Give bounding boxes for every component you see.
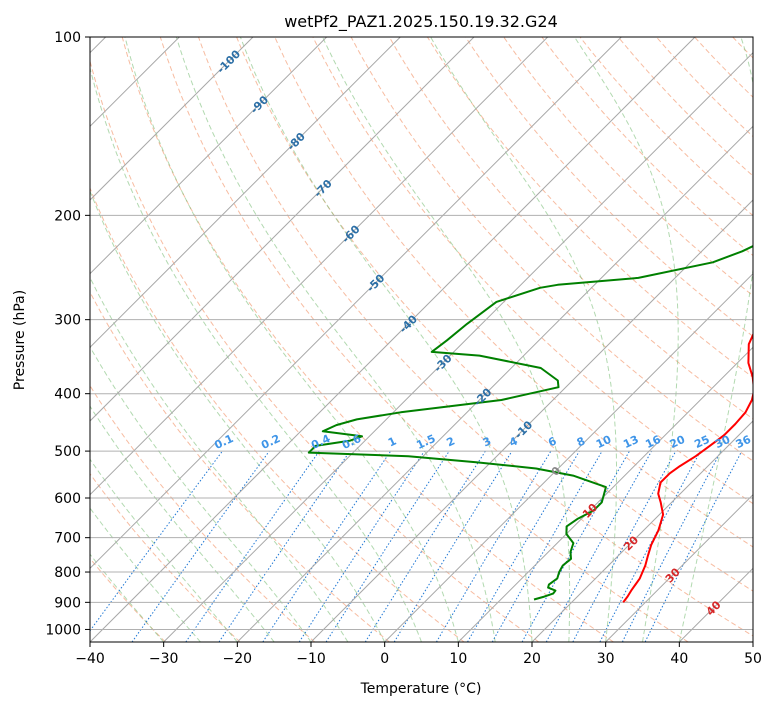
x-tick-label: −40 (75, 651, 105, 667)
dry-adiabat (90, 384, 316, 642)
mixing-ratio-line (599, 450, 701, 642)
moist-adiabat (90, 405, 275, 642)
mixing-ratio-line (298, 450, 425, 642)
mixing-ratio-label: 13 (621, 433, 640, 451)
mixing-ratio-line (621, 450, 722, 642)
dry-adiabat (159, 37, 689, 642)
moist-adiabat (678, 37, 753, 642)
temperature-line (622, 332, 753, 603)
isotherm (90, 37, 549, 496)
mixing-ratio-line (131, 450, 270, 642)
moist-adiabat (322, 37, 571, 642)
isotherm (90, 37, 696, 642)
mixing-ratio-line (393, 450, 513, 642)
dry-adiabat (90, 186, 465, 642)
x-tick-label: 20 (523, 651, 541, 667)
plot-background (90, 37, 753, 642)
dry-adiabat (426, 37, 753, 378)
mixing-ratio-line (364, 450, 486, 642)
dry-adiabat (771, 37, 775, 642)
y-tick-label: 400 (54, 387, 81, 403)
dry-adiabat (90, 291, 390, 642)
y-tick-label: 1000 (45, 622, 81, 638)
y-tick-label: 100 (54, 30, 81, 46)
x-tick-label: −10 (296, 651, 326, 667)
moist-adiabat (90, 65, 422, 642)
mixing-ratio-line (262, 450, 392, 642)
mixing-ratio-label: 30 (713, 433, 733, 451)
dry-adiabat (236, 37, 753, 592)
mixing-ratio-label: 10 (594, 433, 614, 451)
moist-adiabat (90, 458, 238, 642)
moist-adiabat (239, 37, 533, 642)
y-tick-label: 300 (54, 313, 81, 329)
moist-adiabat (175, 37, 496, 642)
isotherm (384, 272, 753, 642)
x-tick-label: −20 (223, 651, 253, 667)
grid-lines (90, 37, 753, 642)
isotherm (90, 37, 475, 422)
x-tick-label: 40 (670, 651, 688, 667)
y-tick-label: 600 (54, 491, 81, 507)
moist-adiabat (90, 276, 349, 642)
x-axis-label: Temperature (°C) (360, 681, 482, 697)
mixing-ratio-line (325, 450, 450, 642)
series-lines (307, 244, 753, 603)
x-tick-label: 10 (449, 651, 467, 667)
isotherm (752, 641, 753, 642)
dry-adiabat (465, 37, 753, 337)
isotherm (605, 493, 753, 642)
dry-adiabat (90, 472, 241, 642)
mixing-ratio-line (572, 450, 677, 642)
mixing-ratio-line (435, 450, 552, 642)
dry-adiabat (350, 37, 753, 462)
mixing-ratio-line (545, 450, 653, 642)
mixing-ratio-line (644, 450, 743, 642)
isotherm (90, 37, 328, 275)
dewpoint-line (307, 244, 753, 601)
x-tick-label: −30 (149, 651, 179, 667)
moist-adiabat (430, 37, 617, 642)
x-tick-label: 30 (597, 651, 615, 667)
axis-ticks: −40 −30 −20 −10 0 10 20 30 40 50 100 200 300 400 500 60… (45, 30, 762, 667)
x-tick-label: 0 (380, 651, 389, 667)
isotherm (531, 420, 753, 642)
mixing-ratio-line (218, 450, 351, 642)
mixing-ratio-line (90, 450, 223, 632)
mixing-ratio-label: 20 (668, 433, 688, 451)
y-tick-label: 500 (54, 444, 81, 460)
chart-title: wetPf2_PAZ1.2025.150.19.32.G24 (284, 12, 558, 32)
isotherm (90, 37, 254, 201)
dry-adiabat (312, 37, 753, 505)
y-tick-label: 800 (54, 565, 81, 581)
plot-frame (89, 36, 754, 643)
x-tick-label: 50 (744, 651, 762, 667)
moist-adiabat (124, 37, 459, 642)
isotherm (163, 51, 753, 642)
y-tick-label: 900 (54, 595, 81, 611)
isotherm (90, 37, 622, 570)
mixing-ratio-line (185, 450, 320, 642)
y-axis-label: Pressure (hPa) (12, 290, 28, 390)
dry-adiabat (274, 37, 753, 548)
dry-adiabat (121, 37, 614, 642)
dry-adiabat (579, 37, 753, 217)
mixing-ratio-label: 36 (734, 433, 754, 451)
isotherm (90, 37, 401, 349)
y-tick-label: 200 (54, 208, 81, 224)
mixing-ratio-label: 16 (643, 433, 663, 451)
dry-adiabat (90, 59, 540, 642)
mixing-ratio-label: 25 (692, 433, 711, 451)
moist-adiabat (574, 37, 679, 642)
isotherm (236, 125, 753, 642)
isotherm (457, 346, 753, 642)
moist-adiabat (90, 189, 386, 642)
y-tick-label: 700 (54, 531, 81, 547)
isotherm (310, 199, 753, 642)
